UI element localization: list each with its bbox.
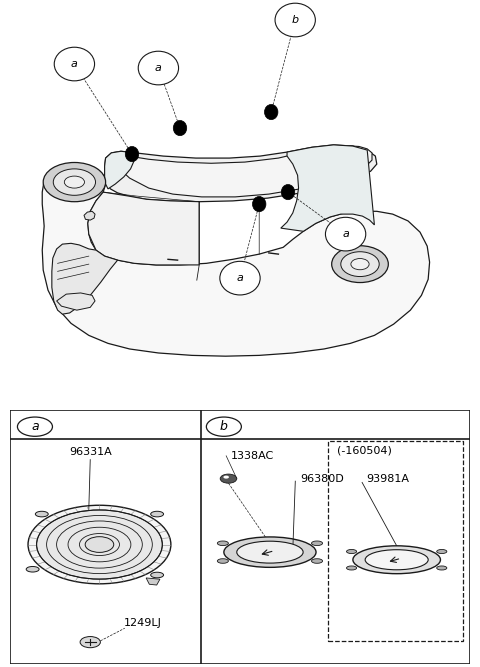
Polygon shape bbox=[113, 145, 372, 197]
Text: 1338AC: 1338AC bbox=[231, 451, 274, 461]
Text: a: a bbox=[71, 59, 78, 69]
Circle shape bbox=[325, 217, 366, 251]
Polygon shape bbox=[52, 243, 118, 314]
Ellipse shape bbox=[151, 572, 164, 578]
Ellipse shape bbox=[43, 163, 106, 201]
Text: b: b bbox=[220, 420, 228, 433]
Ellipse shape bbox=[347, 566, 357, 570]
Ellipse shape bbox=[64, 176, 84, 188]
Circle shape bbox=[138, 51, 179, 85]
Ellipse shape bbox=[26, 566, 39, 572]
Polygon shape bbox=[42, 165, 430, 356]
Circle shape bbox=[36, 510, 162, 579]
Text: (-160504): (-160504) bbox=[337, 446, 392, 456]
Ellipse shape bbox=[173, 121, 187, 135]
Ellipse shape bbox=[217, 559, 228, 564]
Text: a: a bbox=[237, 273, 243, 283]
Circle shape bbox=[28, 506, 171, 584]
Circle shape bbox=[275, 3, 315, 37]
Circle shape bbox=[17, 417, 52, 436]
Ellipse shape bbox=[437, 566, 447, 570]
Polygon shape bbox=[57, 293, 95, 310]
Polygon shape bbox=[88, 192, 199, 265]
Ellipse shape bbox=[252, 197, 266, 211]
Circle shape bbox=[85, 537, 114, 552]
Ellipse shape bbox=[224, 537, 316, 568]
Ellipse shape bbox=[351, 259, 369, 269]
Ellipse shape bbox=[281, 185, 295, 199]
Polygon shape bbox=[84, 211, 95, 220]
Circle shape bbox=[220, 261, 260, 295]
Text: 93981A: 93981A bbox=[367, 474, 410, 484]
Circle shape bbox=[206, 417, 241, 436]
Ellipse shape bbox=[151, 512, 164, 517]
Text: 96380D: 96380D bbox=[300, 474, 344, 484]
Circle shape bbox=[223, 476, 229, 479]
Circle shape bbox=[80, 636, 100, 648]
Bar bbox=[327, 441, 464, 641]
Ellipse shape bbox=[365, 550, 428, 570]
Ellipse shape bbox=[347, 550, 357, 554]
Polygon shape bbox=[146, 578, 160, 585]
Text: 1249LJ: 1249LJ bbox=[124, 618, 162, 628]
Text: b: b bbox=[292, 15, 299, 25]
Ellipse shape bbox=[332, 245, 388, 283]
Ellipse shape bbox=[36, 512, 48, 517]
Polygon shape bbox=[105, 151, 135, 189]
Ellipse shape bbox=[353, 546, 441, 574]
Ellipse shape bbox=[264, 105, 278, 119]
Text: a: a bbox=[342, 229, 349, 239]
Text: 96331A: 96331A bbox=[69, 447, 112, 457]
Text: a: a bbox=[31, 420, 39, 433]
Polygon shape bbox=[105, 145, 377, 201]
Ellipse shape bbox=[217, 541, 228, 546]
Ellipse shape bbox=[312, 559, 323, 564]
Polygon shape bbox=[281, 145, 374, 231]
Ellipse shape bbox=[437, 550, 447, 554]
Ellipse shape bbox=[312, 541, 323, 546]
Ellipse shape bbox=[341, 251, 379, 277]
Ellipse shape bbox=[125, 147, 139, 161]
Circle shape bbox=[220, 474, 237, 483]
Ellipse shape bbox=[53, 169, 96, 195]
Text: a: a bbox=[155, 63, 162, 73]
Ellipse shape bbox=[237, 541, 303, 563]
Circle shape bbox=[54, 47, 95, 81]
